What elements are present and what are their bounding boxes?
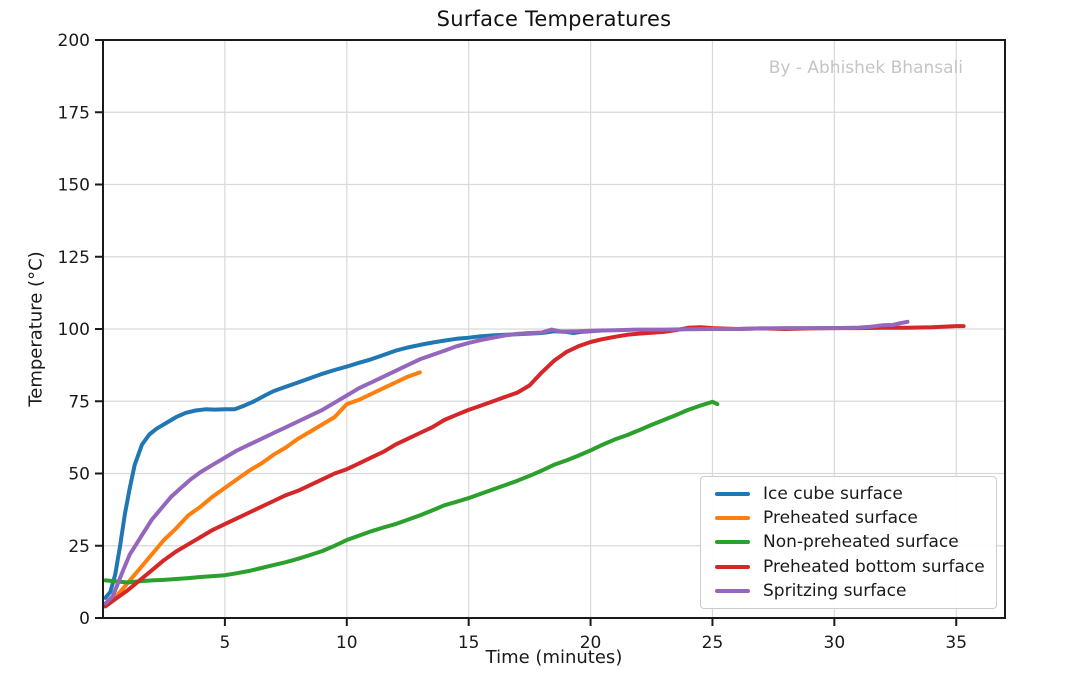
legend-item: Spritzing surface [709,581,988,601]
legend-swatch [715,564,750,569]
legend-label: Preheated bottom surface [763,556,985,577]
legend-label: Ice cube surface [763,484,903,505]
axes-spines [102,39,1006,619]
x-axis-label: Time (minutes) [485,647,623,668]
x-tick-label: 30 [824,633,846,653]
legend-item: Non-preheated surface [709,532,988,552]
series-line-preheated-surface [103,370,422,607]
legend-swatch [715,492,750,497]
y-tick-label: 125 [58,248,90,268]
x-tick-label: 25 [702,633,724,653]
y-tick-label: 75 [68,392,90,412]
legend-label: Non-preheated surface [763,532,959,553]
legend: Ice cube surface Preheated surface Non-pre… [700,476,997,609]
y-tick-label: 25 [68,537,90,557]
x-tick-label: 10 [336,633,358,653]
x-tick-label: 20 [580,633,602,653]
series-line-non-preheated-surface [103,399,720,585]
legend-swatch [715,588,750,593]
x-tick-label: 5 [219,633,230,653]
y-tick-label: 175 [58,103,90,123]
legend-swatch [715,516,750,521]
y-tick-label: 150 [58,176,90,196]
y-tick-label: 100 [58,320,90,340]
legend-item: Ice cube surface [709,484,988,504]
legend-label: Spritzing surface [763,580,907,601]
legend-item: Preheated bottom surface [709,557,988,577]
y-tick-label: 200 [58,31,90,51]
legend-label: Preheated surface [763,508,918,529]
chart-title: Surface Temperatures [436,7,672,31]
legend-item: Preheated surface [709,508,988,528]
x-tick-label: 35 [945,633,967,653]
series-line-spritzing-surface [103,319,910,606]
y-axis-label: Temperature (°C) [25,251,47,407]
legend-swatch [715,540,750,545]
y-tick-label: 0 [79,609,90,629]
y-tick-label: 50 [68,465,90,485]
watermark: By - Abhishek Bhansali [768,58,963,78]
x-tick-label: 15 [458,633,480,653]
